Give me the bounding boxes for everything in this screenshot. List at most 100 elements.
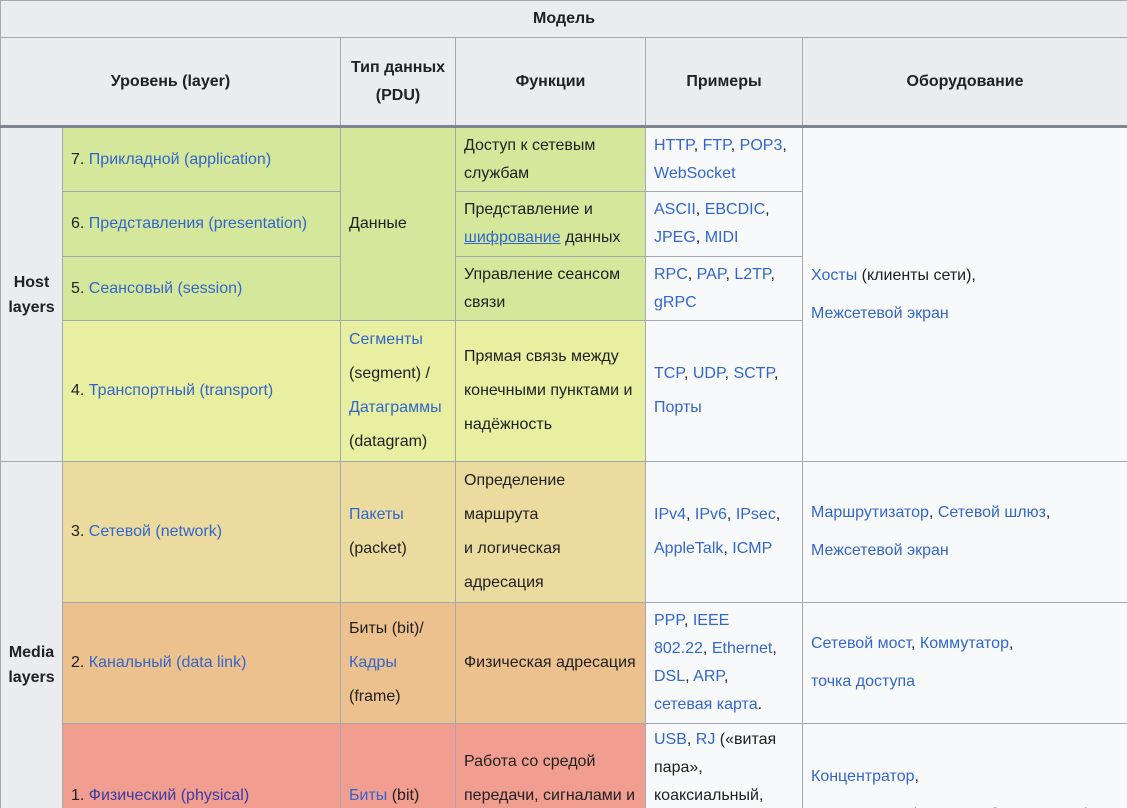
functions-cell-7: Доступ к сетевым службам [455, 126, 646, 192]
wiki-link[interactable]: Межсетевой экран [811, 304, 949, 322]
equipment-cell-2: Сетевой мост, Коммутатор, точка доступа [801, 602, 1127, 724]
equipment-cell-host: Хосты (клиенты сети), Межсетевой экран [801, 126, 1127, 462]
wiki-link[interactable]: точка доступа [811, 673, 916, 690]
pdu-cell-3: Пакеты (packet) [340, 461, 456, 603]
wiki-link[interactable]: WebSocket [654, 164, 736, 182]
wiki-link[interactable]: IPsec [735, 506, 776, 523]
wiki-link[interactable]: Сетевой мост [811, 635, 912, 652]
caption-row: Модель [0, 0, 1127, 38]
wiki-link[interactable]: RPC [654, 265, 688, 283]
visited-wiki-link[interactable]: Физический (physical) [88, 787, 250, 804]
pdu-cell-4: Сегменты (segment) / Датаграммы (datagram) [340, 320, 456, 462]
wiki-link[interactable]: Сегменты [349, 331, 423, 348]
wiki-link[interactable]: Канальный (data link) [88, 654, 247, 671]
wiki-link[interactable]: MIDI [704, 229, 739, 246]
wiki-link[interactable]: Кадры [349, 654, 397, 671]
functions-cell-6: Представление и шифрование данных [455, 191, 646, 257]
wiki-link[interactable]: TCP [654, 365, 684, 382]
wiki-link[interactable]: Пакеты [349, 506, 404, 523]
table-header: Модель Уровень (layer) Тип данных (PDU) … [0, 0, 1127, 128]
col-header-examples: Примеры [645, 37, 803, 128]
examples-cell-4: TCP, UDP, SCTP, Порты [645, 320, 803, 462]
layer-cell-2: 2. Канальный (data link) [62, 602, 341, 724]
examples-cell-5: RPC, PAP, L2TP, gRPC [645, 256, 803, 321]
layer-cell-4: 4. Транспортный (transport) [62, 320, 341, 462]
wiki-link[interactable]: UDP [692, 365, 725, 382]
examples-cell-1: USB, RJ («витаяпара»,коаксиальный,оптово… [645, 723, 803, 808]
col-header-functions: Функции [455, 37, 646, 128]
table-row: 4. Транспортный (transport) Сегменты (segm… [1, 320, 1127, 462]
wiki-link[interactable]: Межсетевой экран [811, 542, 949, 559]
functions-cell-4: Прямая связь между конечными пунктами и на… [455, 320, 646, 462]
wiki-link[interactable]: 802.22 [654, 640, 703, 657]
examples-cell-6: ASCII, EBCDIC, JPEG, MIDI [645, 191, 803, 257]
wiki-link[interactable]: Повторитель (сетевое оборудование) [811, 806, 1090, 808]
wiki-link[interactable]: DSL [654, 668, 686, 685]
wiki-link[interactable]: EBCDIC [704, 201, 766, 218]
wiki-link[interactable]: IPv6 [694, 506, 727, 523]
wiki-link[interactable]: IPv4 [654, 506, 687, 523]
table-body: Host layers 7. Прикладной (application) Да… [0, 126, 1127, 808]
table-row: 5. Сеансовый (session) Управление сеансом… [1, 256, 1127, 321]
functions-cell-3: Определение маршрута и логическая адресац… [455, 461, 646, 603]
equipment-cell-3: Маршрутизатор, Сетевой шлюз, Межсетевой э… [801, 461, 1127, 603]
wiki-link[interactable]: AppleTalk [654, 540, 724, 557]
wiki-link[interactable]: сетевая карта [654, 696, 758, 713]
wiki-link[interactable]: L2TP [734, 265, 771, 283]
wiki-link[interactable]: Датаграммы [349, 399, 442, 416]
wiki-link[interactable]: Представления (presentation) [88, 215, 308, 232]
wiki-link[interactable]: ICMP [732, 540, 773, 557]
wiki-link[interactable]: Транспортный (transport) [88, 382, 274, 399]
equipment-cell-1: Концентратор,Повторитель (сетевое оборуд… [801, 723, 1127, 808]
wiki-link[interactable]: Хосты [811, 266, 858, 284]
table-row: 1. Физический (physical) Биты (bit) Работа… [1, 723, 1127, 808]
layer-cell-5: 5. Сеансовый (session) [62, 256, 341, 321]
layer-cell-3: 3. Сетевой (network) [62, 461, 341, 603]
wiki-link[interactable]: шифрование [464, 229, 561, 246]
wiki-link[interactable]: Сетевой шлюз [937, 504, 1046, 521]
wiki-link[interactable]: POP3 [739, 136, 783, 154]
layer-cell-7: 7. Прикладной (application) [62, 126, 341, 192]
wiki-link[interactable]: Ethernet [711, 640, 773, 657]
table-row: Host layers 7. Прикладной (application) Да… [0, 126, 1127, 462]
examples-cell-7: HTTP, FTP, POP3, WebSocket [645, 126, 803, 192]
wiki-link[interactable]: Биты [349, 787, 388, 804]
wiki-link[interactable]: RJ [695, 731, 716, 748]
pdu-cell-1: Биты (bit) [340, 723, 456, 808]
table-row: 6. Представления (presentation) Представл… [1, 191, 1127, 257]
wiki-link[interactable]: IEEE [692, 612, 730, 629]
wiki-link[interactable]: ASCII [654, 201, 696, 218]
wiki-link[interactable]: gRPC [654, 293, 697, 311]
wiki-link[interactable]: SCTP [733, 365, 775, 382]
wiki-link[interactable]: Сетевой (network) [88, 523, 223, 540]
col-header-equipment: Оборудование [801, 37, 1127, 128]
wiki-link[interactable]: JPEG [654, 229, 696, 246]
layer-cell-1: 1. Физический (physical) [62, 723, 341, 808]
wiki-link[interactable]: Коммутатор [919, 635, 1009, 652]
examples-cell-3: IPv4, IPv6, IPsec, AppleTalk, ICMP [645, 461, 803, 603]
wiki-link[interactable]: HTTP [654, 136, 694, 154]
functions-cell-5: Управление сеансом связи [455, 256, 646, 321]
functions-cell-2: Физическая адресация [455, 602, 646, 724]
wiki-link[interactable]: Сеансовый (session) [88, 279, 243, 297]
wiki-link[interactable]: PPP [654, 612, 684, 629]
wiki-link[interactable]: Маршрутизатор [811, 504, 929, 521]
wiki-link[interactable]: Порты [654, 399, 702, 416]
table-caption: Модель [0, 0, 1127, 38]
wiki-link[interactable]: Прикладной (application) [88, 150, 272, 168]
group-cell-host-layers: Host layers [0, 126, 63, 462]
group-cell-media-layers: Media layers [0, 461, 63, 808]
wiki-link[interactable]: ARP [693, 668, 724, 685]
wiki-link[interactable]: PAP [696, 265, 726, 283]
column-header-row: Уровень (layer) Тип данных (PDU) Функции… [0, 37, 1127, 128]
wiki-link[interactable]: Концентратор [811, 768, 915, 785]
pdu-cell-data: Данные [340, 126, 456, 321]
wiki-link[interactable]: FTP [702, 136, 731, 154]
pdu-cell-2: Биты (bit)/Кадры (frame) [340, 602, 456, 724]
wiki-link[interactable]: USB [654, 731, 687, 748]
table-row: Media layers 3. Сетевой (network) Пакеты (p… [0, 461, 1127, 808]
col-header-pdu: Тип данных (PDU) [340, 37, 456, 128]
